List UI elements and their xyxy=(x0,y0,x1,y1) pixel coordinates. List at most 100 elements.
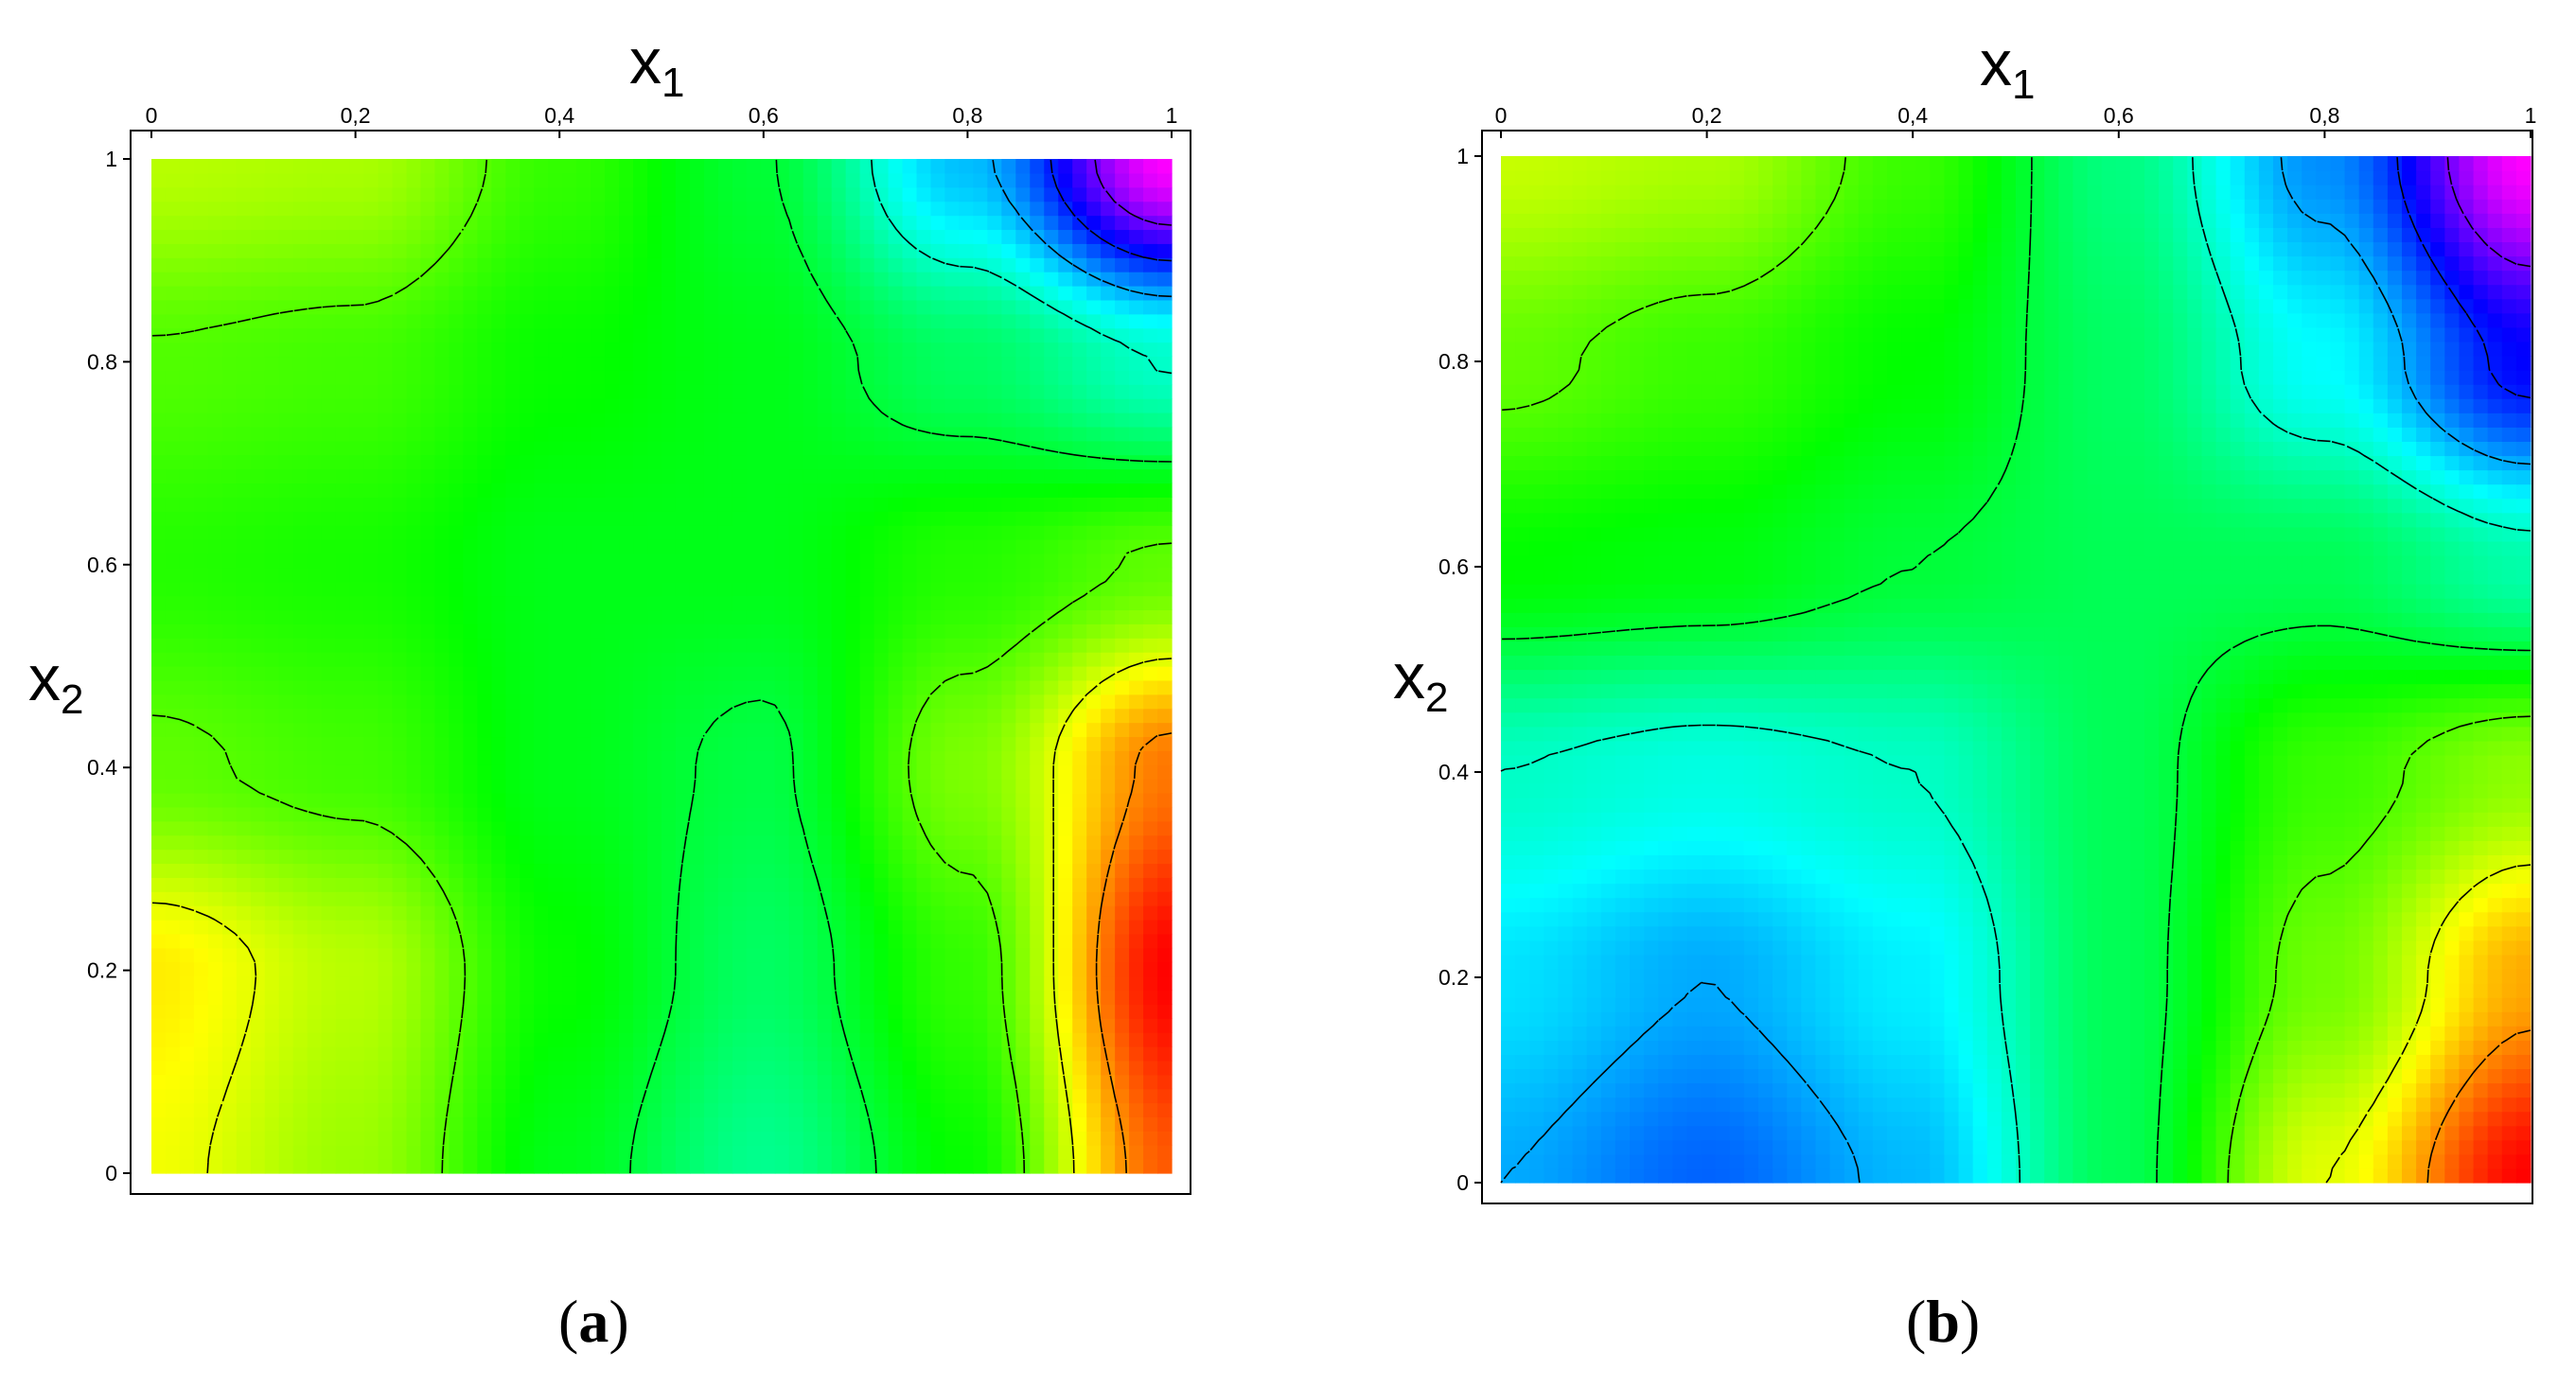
heatmap-cell xyxy=(165,426,181,442)
heatmap-cell xyxy=(1001,1159,1016,1174)
heatmap-cell xyxy=(1086,497,1102,512)
heatmap-cell xyxy=(760,834,776,851)
heatmap-cell xyxy=(916,525,932,540)
heatmap-cell xyxy=(307,820,323,836)
heatmap-cell xyxy=(987,1131,1002,1146)
heatmap-cell xyxy=(335,679,351,695)
heatmap-cell xyxy=(689,1004,705,1019)
heatmap-cell xyxy=(859,567,875,583)
heatmap-cell xyxy=(605,652,620,667)
heatmap-cell xyxy=(689,440,705,456)
heatmap-cell xyxy=(1157,975,1173,992)
heatmap-cell xyxy=(803,877,819,892)
heatmap-cell xyxy=(717,652,733,667)
heatmap-cell xyxy=(520,553,535,569)
heatmap-cell xyxy=(1001,384,1016,399)
heatmap-cell xyxy=(1058,736,1073,751)
heatmap-cell xyxy=(591,722,606,738)
heatmap-cell xyxy=(576,553,591,569)
heatmap-cell xyxy=(151,905,167,921)
heatmap-cell xyxy=(845,623,861,639)
heatmap-cell xyxy=(321,229,337,244)
heatmap-cell xyxy=(774,708,790,724)
heatmap-cell xyxy=(335,623,351,639)
heatmap-cell xyxy=(831,1145,847,1160)
heatmap-cell xyxy=(292,623,309,639)
heatmap-cell xyxy=(930,736,946,751)
heatmap-cell xyxy=(1044,779,1059,794)
heatmap-cell xyxy=(888,327,904,343)
heatmap-cell xyxy=(817,891,833,906)
heatmap-cell xyxy=(392,1046,408,1062)
heatmap-cell xyxy=(760,1088,776,1104)
heatmap-cell xyxy=(520,609,535,624)
heatmap-cell xyxy=(817,581,833,597)
heatmap-cell xyxy=(973,793,988,808)
heatmap-cell xyxy=(845,638,861,653)
heatmap-cell xyxy=(916,947,932,963)
heatmap-cell xyxy=(292,539,309,554)
heatmap-cell xyxy=(1115,413,1130,428)
heatmap-cell xyxy=(207,553,223,569)
heatmap-cell xyxy=(151,1102,167,1118)
heatmap-cell xyxy=(930,652,946,667)
heatmap-cell xyxy=(803,413,819,428)
heatmap-cell xyxy=(817,806,833,822)
heatmap-cell xyxy=(973,1145,988,1160)
heatmap-cell xyxy=(1115,370,1130,385)
heatmap-cell xyxy=(1058,849,1073,865)
heatmap-cell xyxy=(534,623,549,639)
heatmap-cell xyxy=(760,299,776,315)
heatmap-cell xyxy=(406,975,422,992)
heatmap-cell xyxy=(363,806,379,822)
heatmap-cell xyxy=(179,440,195,456)
heatmap-cell xyxy=(165,623,181,639)
heatmap-cell xyxy=(888,623,904,639)
heatmap-cell xyxy=(278,849,294,865)
heatmap-cell xyxy=(845,313,861,329)
heatmap-cell xyxy=(689,215,705,231)
heatmap-cell xyxy=(491,1116,506,1132)
heatmap-cell xyxy=(193,1116,209,1132)
heatmap-cell xyxy=(746,679,762,695)
heatmap-cell xyxy=(349,272,365,287)
heatmap-cell xyxy=(335,764,351,780)
heatmap-cell xyxy=(449,243,464,258)
heatmap-cell xyxy=(264,243,280,258)
heatmap-cell xyxy=(193,286,209,301)
heatmap-cell xyxy=(930,299,946,315)
heatmap-cell xyxy=(662,1074,677,1090)
heatmap-cell xyxy=(250,483,266,498)
heatmap-cell xyxy=(647,286,662,301)
heatmap-cell xyxy=(619,708,634,724)
heatmap-cell xyxy=(1157,327,1173,343)
heatmap-cell xyxy=(335,990,351,1005)
heatmap-cell xyxy=(647,961,662,977)
heatmap-cell xyxy=(1030,215,1045,231)
heatmap-cell xyxy=(817,468,833,484)
heatmap-cell xyxy=(591,511,606,526)
heatmap-cell xyxy=(179,497,195,512)
heatmap-cell xyxy=(1143,313,1158,329)
heatmap-cell xyxy=(349,384,365,399)
heatmap-cell xyxy=(987,750,1002,765)
heatmap-cell xyxy=(845,694,861,710)
heatmap-cell xyxy=(449,497,464,512)
heatmap-cell xyxy=(335,793,351,808)
heatmap-cell xyxy=(916,497,932,512)
heatmap-cell xyxy=(207,1004,223,1019)
heatmap-cell xyxy=(1072,708,1087,724)
heatmap-cell xyxy=(619,1018,634,1033)
heatmap-cell xyxy=(477,553,492,569)
heatmap-cell xyxy=(1044,1102,1059,1118)
heatmap-cell xyxy=(250,553,266,569)
heatmap-cell xyxy=(831,440,847,456)
heatmap-cell xyxy=(902,1088,918,1104)
heatmap-cell xyxy=(703,947,719,963)
heatmap-cell xyxy=(278,623,294,639)
heatmap-cell xyxy=(562,975,577,992)
heatmap-cell xyxy=(1072,736,1087,751)
heatmap-cell xyxy=(505,426,520,442)
heatmap-cell xyxy=(973,779,988,794)
heatmap-cell xyxy=(831,384,847,399)
